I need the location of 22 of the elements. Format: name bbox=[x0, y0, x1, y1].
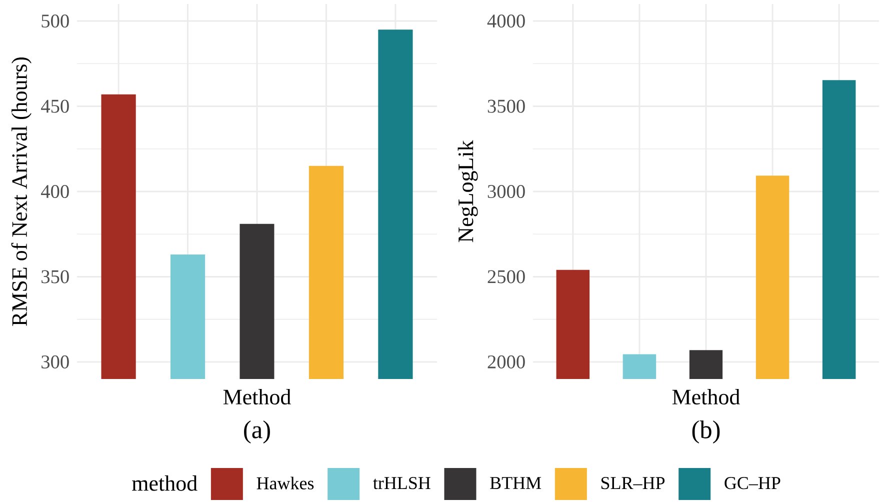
legend-title: method bbox=[132, 475, 198, 491]
x-axis-title: Method bbox=[672, 389, 740, 405]
y-tick-label: 350 bbox=[42, 270, 69, 284]
legend-label: Hawkes bbox=[256, 476, 314, 490]
y-tick-label: 2500 bbox=[488, 270, 525, 284]
y-axis-title: NegLogLik bbox=[458, 140, 478, 242]
y-tick-label: 4000 bbox=[487, 14, 525, 28]
text: (b) bbox=[692, 420, 720, 444]
y-tick-label: 500 bbox=[42, 14, 69, 28]
y-tick-label: 300 bbox=[42, 355, 69, 368]
legend-label: GC–HP bbox=[724, 477, 780, 490]
y-tick-label: 3500 bbox=[488, 100, 525, 113]
legend-label: BTHM bbox=[490, 477, 542, 489]
legend-label: SLR–HP bbox=[601, 477, 665, 490]
y-tick-label: 450 bbox=[41, 100, 69, 113]
y-tick-label: 2000 bbox=[488, 355, 525, 368]
y-tick-label: 3000 bbox=[488, 184, 525, 198]
text: (a) bbox=[244, 420, 270, 444]
x-axis-title: Method bbox=[223, 389, 291, 405]
legend-label: trHLSH bbox=[373, 477, 430, 490]
y-tick-label: 400 bbox=[41, 184, 69, 198]
y-axis-title: RMSE of Next Arrival (hours) bbox=[11, 57, 32, 326]
